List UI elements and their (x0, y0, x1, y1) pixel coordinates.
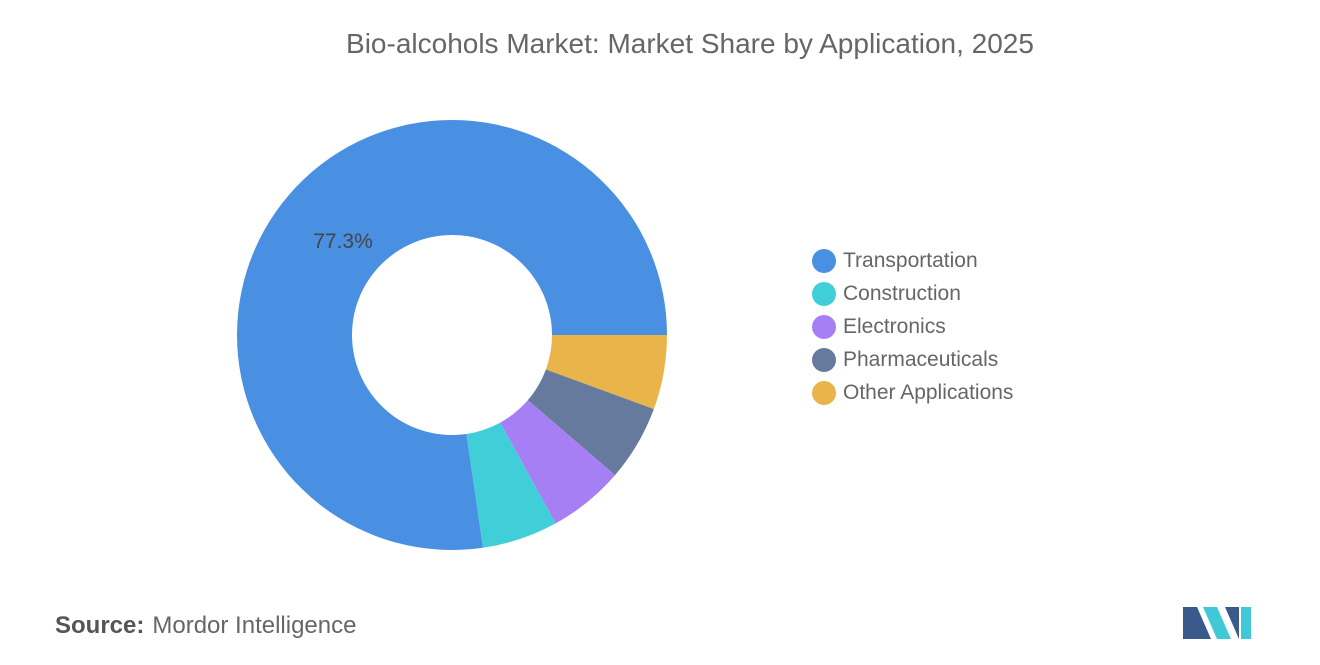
legend-swatch (812, 248, 836, 273)
slice-construction (466, 422, 556, 548)
mordor-logo (1183, 607, 1251, 639)
legend-item: Transportation (812, 244, 1013, 277)
source-value: Mordor Intelligence (152, 612, 357, 639)
legend-label: Electronics (843, 314, 946, 338)
legend-label: Other Applications (843, 380, 1014, 404)
legend-label: Construction (843, 281, 961, 305)
data-label-transportation: 77.3% (313, 230, 373, 253)
legend-swatch (812, 281, 836, 306)
legend-label: Pharmaceuticals (843, 347, 999, 371)
source-label: Source: (55, 612, 145, 639)
source: Source: Mordor Intelligence (55, 612, 356, 640)
chart-title: Bio-alcohols Market: Market Share by App… (346, 28, 1034, 59)
legend-label: Transportation (843, 248, 978, 272)
slice-transportation (237, 119, 668, 550)
slice-electronics (500, 400, 616, 524)
slice-other-applications (545, 335, 667, 410)
legend-item: Construction (812, 277, 1013, 310)
legend-swatch (812, 314, 836, 339)
legend-swatch (812, 380, 836, 405)
legend-swatch (812, 347, 836, 372)
legend-item: Electronics (812, 310, 1013, 343)
legend-item: Pharmaceuticals (812, 343, 1013, 376)
legend: Transportation Construction Electronics Pha… (812, 244, 1013, 409)
legend-item: Other Applications (812, 376, 1013, 409)
slice-pharmaceuticals (527, 369, 654, 476)
